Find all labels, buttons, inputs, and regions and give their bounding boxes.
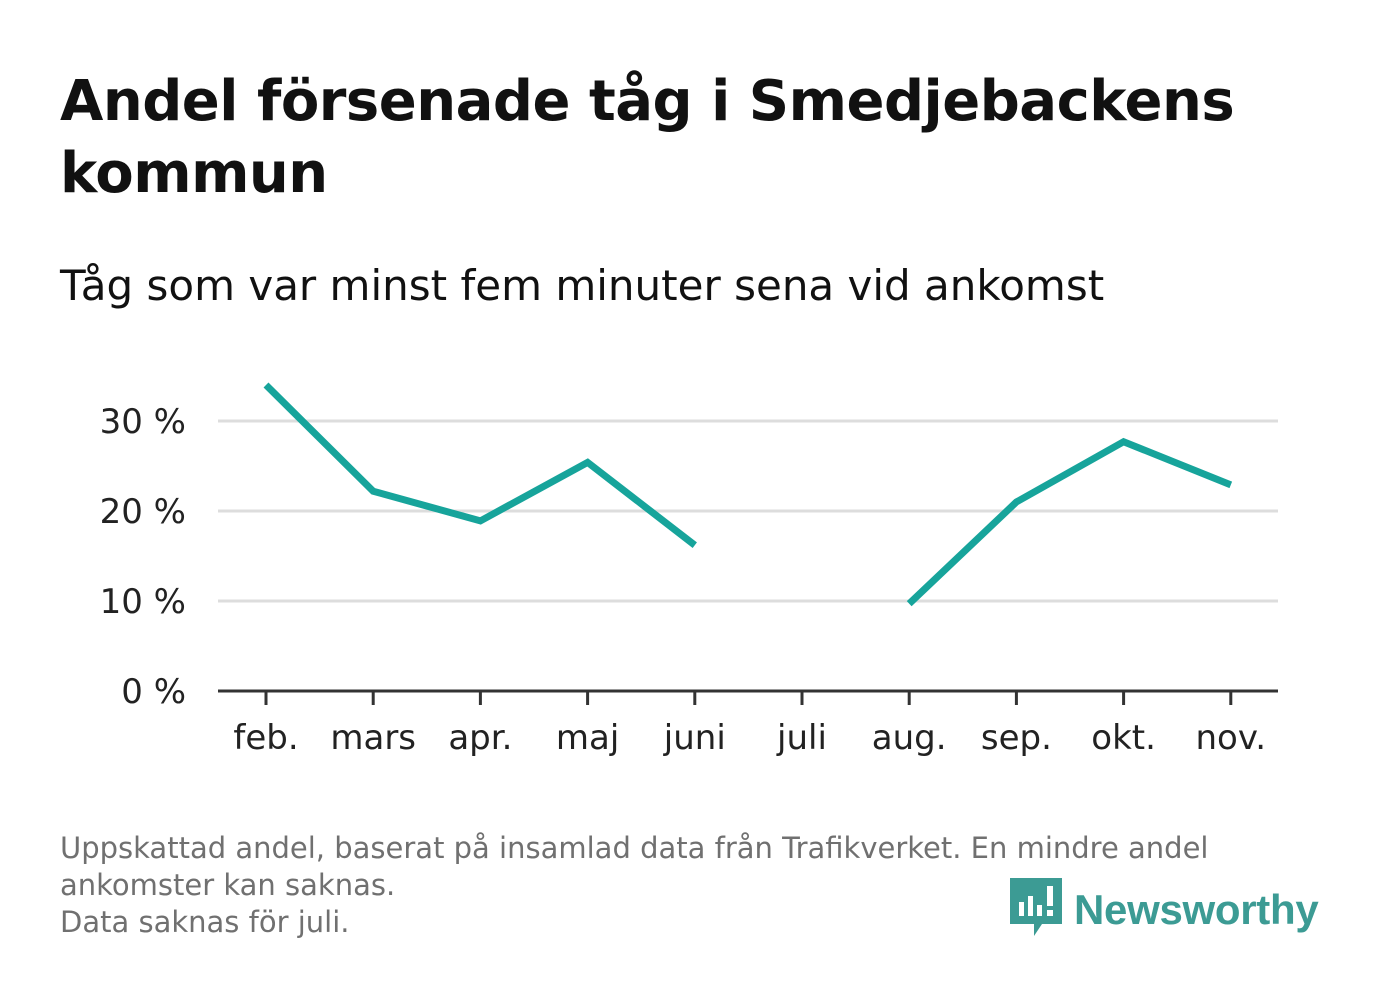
y-tick-label: 30 % (100, 402, 186, 442)
x-tick-label: juli (776, 718, 827, 758)
footnote: Uppskattad andel, baserat på insamlad da… (60, 830, 1310, 941)
x-tick-label: aug. (872, 718, 947, 758)
chart-subtitle: Tåg som var minst fem minuter sena vid a… (60, 261, 1105, 310)
y-tick-label: 10 % (100, 582, 186, 622)
x-tick-label: okt. (1091, 718, 1156, 758)
footnote-missing-data: Data saknas för juli. (60, 905, 350, 939)
x-tick-label: apr. (448, 718, 512, 758)
x-tick-label: feb. (233, 718, 298, 758)
newsworthy-logo-icon (1010, 878, 1062, 942)
y-tick-label: 0 % (121, 672, 186, 712)
x-tick-label: nov. (1195, 718, 1266, 758)
chart-title: Andel försenade tåg i Smedjebackens komm… (60, 69, 1235, 206)
x-tick-label: sep. (981, 718, 1052, 758)
brand-logo: Newsworthy (1010, 878, 1319, 942)
brand-name: Newsworthy (1074, 886, 1319, 933)
series-line (263, 382, 697, 548)
footnote-source: Uppskattad andel, baserat på insamlad da… (60, 831, 1218, 902)
x-tick-label: juni (663, 718, 726, 758)
series-line (906, 437, 1233, 607)
x-tick-label: maj (556, 718, 619, 758)
line-chart: 0 % 10 % 20 % 30 % feb. mars apr. maj juni juli au… (100, 382, 1278, 758)
x-tick-label: mars (330, 718, 416, 758)
y-tick-label: 20 % (100, 492, 186, 532)
